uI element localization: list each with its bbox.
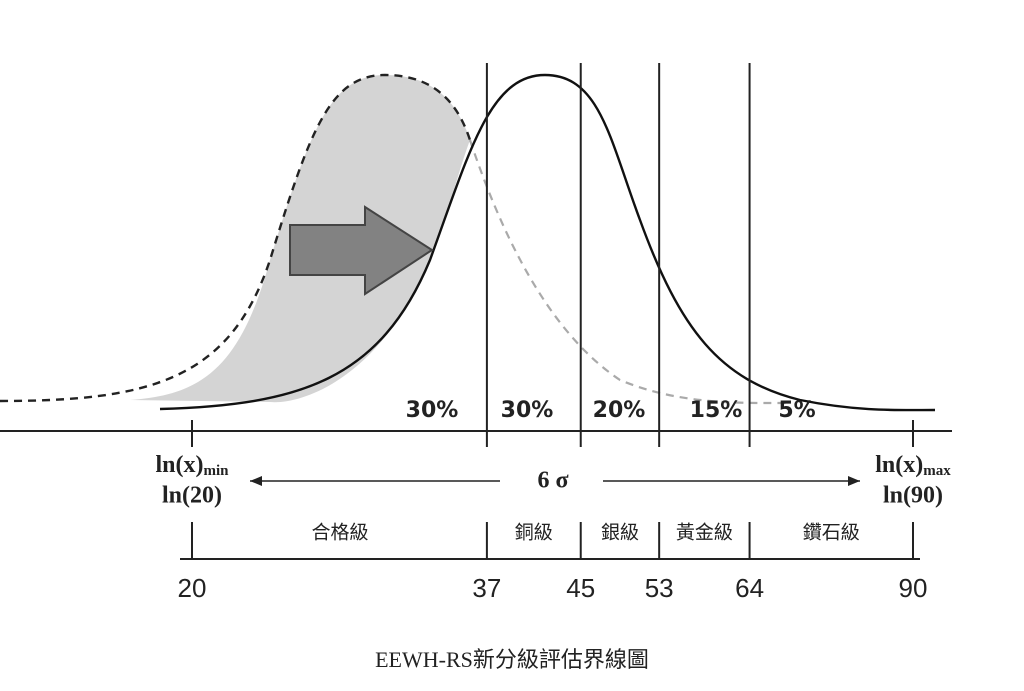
share-label: 30% [501,398,554,423]
share-label: 15% [690,398,743,423]
arrowhead [848,476,860,486]
share-label: 5% [778,398,815,423]
right-value: ln(90) [883,483,943,509]
right-label: ln(x)max [875,452,951,480]
left-label: ln(x)min [155,452,229,480]
left-value: ln(20) [162,483,222,509]
scale-label: 20 [178,573,207,603]
var: ln(x) [155,452,203,478]
grade-label: 合格級 [311,522,368,544]
sub: max [923,463,951,479]
shift-arrow [289,205,434,296]
new-curve [159,73,936,412]
share-label: 20% [593,398,646,423]
scale-label: 53 [645,573,674,603]
grade-label: 黃金級 [676,522,733,544]
grade-label: 銅級 [515,522,553,544]
share-label: 30% [406,398,459,423]
grade-label: 鑽石級 [803,522,860,544]
arrowhead [250,476,262,486]
sub: min [203,463,229,479]
scale-label: 90 [899,573,928,603]
var: ln(x) [875,452,923,478]
scale-label: 37 [472,573,501,603]
span-label: 6 σ [537,468,568,494]
scale-label: 45 [566,573,595,603]
caption: EEWH-RS新分級評估界線圖 [375,647,649,672]
grade-label: 銀級 [601,522,639,544]
scale-label: 64 [735,573,764,603]
shifted-curve-tail [468,139,791,405]
